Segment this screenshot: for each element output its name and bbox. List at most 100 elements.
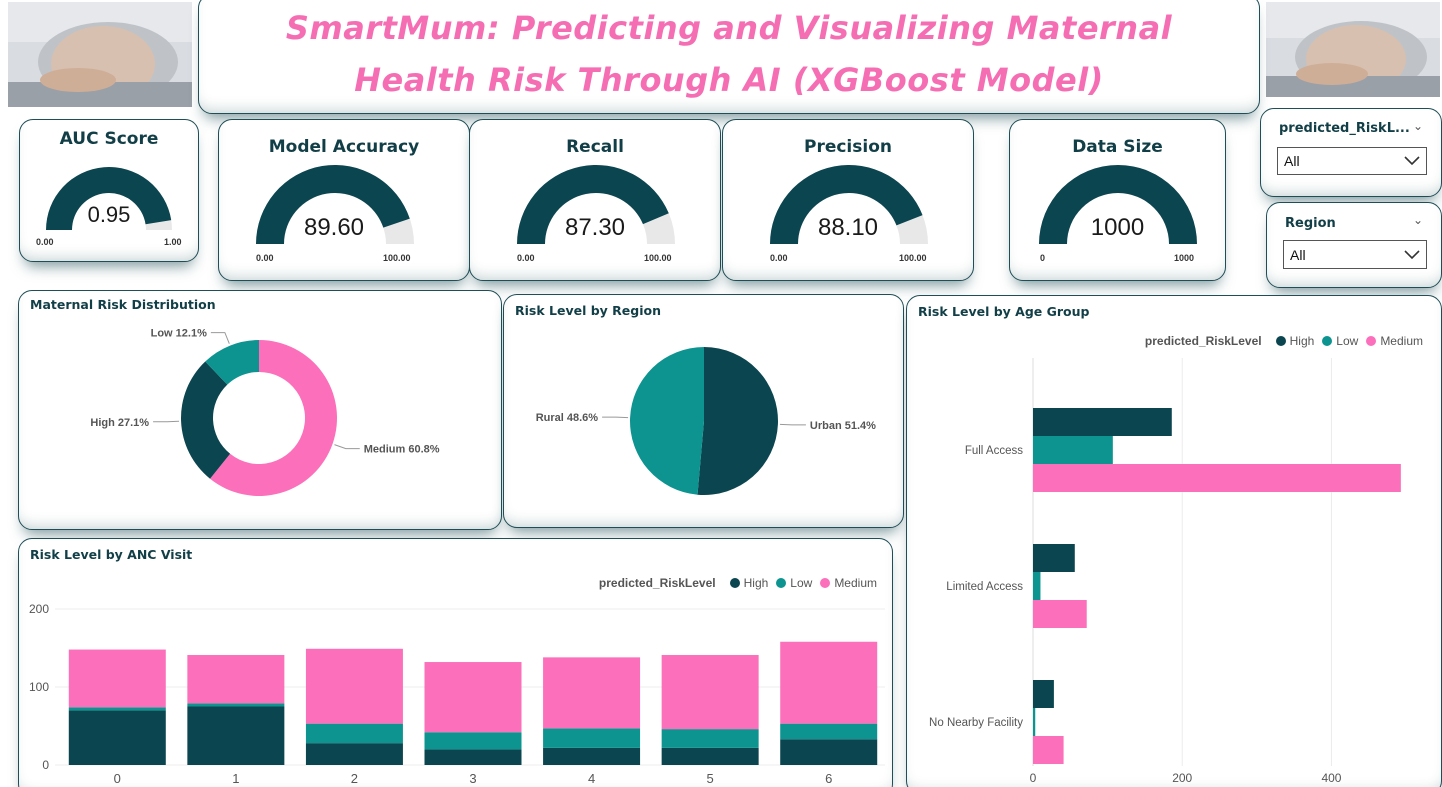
y-tick-label: 200 [29,602,49,616]
slicer-risk-level[interactable]: predicted_RiskL... ⌄ All [1260,108,1442,197]
bar-high [424,749,522,765]
bar-medium [1033,736,1064,764]
kpi-title: Recall [566,137,624,157]
chevron-down-icon[interactable]: ⌄ [1413,213,1424,227]
kpi-card-auc: AUC Score 0.95 0.00 1.00 [19,119,199,262]
bar-low [68,707,166,711]
slicer-label: Region [1285,216,1336,231]
gauge [517,164,675,244]
slice-label-high: High 27.1% [90,417,149,429]
kpi-value: 89.60 [303,214,365,241]
legend-swatch-medium [1366,336,1377,346]
kpi-card-accuracy: Model Accuracy 89.60 0.00 100.00 [218,119,470,281]
bar-low [305,723,403,744]
horizontal-bar-chart: 0 200 400 Full Access Limited Access No Nearb… [929,358,1401,785]
legend-label-low: Low [1336,334,1359,348]
bar-low [1033,708,1036,736]
chart-risk-level-by-anc-visit: Risk Level by ANC Visit predicted_RiskLe… [18,538,893,787]
pregnancy-photo-right [1266,2,1440,97]
category-label: Full Access [965,445,1023,457]
gauge-min: 0 [1040,253,1046,263]
gauge-fill [770,164,923,244]
photo-illustration-icon [1266,2,1440,97]
dropdown-value: All [1284,153,1300,169]
bar-low [780,723,878,740]
x-tick-label: 6 [825,771,832,786]
kpi-value: 0.95 [87,202,131,227]
leader-line [779,423,806,426]
kpi-title: Data Size [1072,137,1163,157]
gauge-min: 0.00 [36,237,54,247]
bar-high [68,710,166,765]
dashboard-title: SmartMum: Predicting and Visualizing Mat… [285,9,1173,99]
legend: predicted_RiskLevel High Low Medium [1145,334,1423,348]
legend-swatch-low [1322,336,1333,346]
chart-risk-level-by-region: Risk Level by Region Urban 51.4% Rural 48… [503,294,904,528]
kpi-card-precision: Precision 88.10 0.00 100.00 [722,119,974,281]
legend-swatch-low [776,578,787,588]
dropdown-value: All [1290,246,1306,263]
chart-maternal-risk-distribution: Maternal Risk Distribution Medium 60.8% H… [18,290,502,530]
legend-title: predicted_RiskLevel [598,576,716,590]
pie-chart: Urban 51.4% Rural 48.6% [536,347,876,495]
gauge-min: 0.00 [770,253,788,263]
bar-medium [1033,600,1087,628]
bar-medium [305,648,403,724]
region-dropdown[interactable]: All [1283,240,1427,269]
bar-high [543,747,641,765]
kpi-card-data-size: Data Size 1000 0 1000 [1009,119,1226,281]
bar-high [187,706,285,765]
gauge [46,167,172,230]
gauge-max: 100.00 [899,253,927,263]
slice-high [181,361,231,479]
x-tick-label: 2 [351,771,358,786]
slice-label-rural: Rural 48.6% [536,412,599,424]
x-tick-label: 200 [1172,771,1192,785]
x-tick-label: 0 [1030,771,1037,785]
gauge-fill [1039,165,1197,244]
gauge [1039,165,1197,244]
chart-title: Maternal Risk Distribution [30,297,216,312]
pregnancy-photo-left [8,2,192,107]
category-label: No Nearby Facility [929,717,1023,729]
legend-swatch-high [729,578,740,588]
bar-low [543,728,641,748]
chart-risk-level-by-age-group: Risk Level by Age Group predicted_RiskLe… [906,295,1442,787]
bar-low [661,729,759,748]
slice-medium [210,340,337,496]
bar-medium [1033,464,1401,492]
bar-high [780,739,878,765]
slice-low [205,340,259,385]
chart-title: Risk Level by Region [515,303,661,318]
kpi-title: Model Accuracy [268,137,420,157]
bar-low [1033,572,1041,600]
bar-medium [543,657,641,729]
legend-label-medium: Medium [834,576,877,590]
bar-high [661,747,759,765]
chart-title: Risk Level by ANC Visit [30,547,193,562]
gauge-max: 100.00 [644,253,672,263]
bar-low [424,732,522,750]
bar-medium [187,655,285,704]
leader-line [602,416,629,419]
gauge-fill [46,167,172,230]
risk-level-dropdown[interactable]: All [1277,147,1427,175]
category-label: Limited Access [946,581,1023,593]
bar-high [1033,408,1172,436]
x-tick-label: 400 [1321,771,1341,785]
chart-title: Risk Level by Age Group [918,304,1090,319]
kpi-value: 87.30 [564,214,626,241]
legend-label-high: High [1289,334,1315,348]
kpi-title: Precision [803,137,892,157]
slicer-region[interactable]: Region ⌄ All [1266,202,1442,288]
slice-rural [630,347,704,495]
bar-medium [68,649,166,708]
kpi-value: 1000 [1090,214,1145,241]
slice-label-low: Low 12.1% [151,328,207,340]
gauge-min: 0.00 [517,253,535,263]
kpi-card-recall: Recall 87.30 0.00 100.00 [469,119,721,281]
gauge-max: 100.00 [383,253,411,263]
chevron-down-icon[interactable]: ⌄ [1413,119,1424,133]
gauge [770,164,928,244]
gauge-fill [256,164,410,244]
